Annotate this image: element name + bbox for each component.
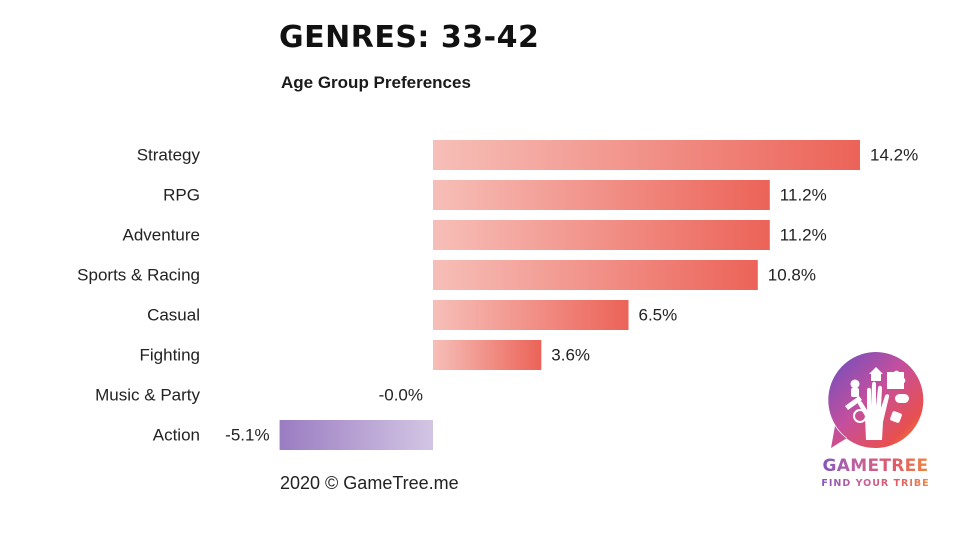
gametree-logo: GAMETREE FIND YOUR TRIBE xyxy=(818,350,933,495)
value-label-music-and-party: -0.0% xyxy=(379,386,423,405)
value-label-adventure: 11.2% xyxy=(780,226,827,245)
category-label-music-and-party: Music & Party xyxy=(95,386,200,405)
bar-casual xyxy=(433,300,629,330)
bars-group: Strategy 14.2% RPG 11.2% Adventure 11.2% Sport… xyxy=(77,140,918,450)
category-label-action: Action xyxy=(153,426,200,445)
category-label-sports-and-racing: Sports & Racing xyxy=(77,266,200,285)
bar-strategy xyxy=(433,140,860,170)
chart-title: GENRES: 33-42 xyxy=(279,20,540,55)
category-label-adventure: Adventure xyxy=(123,226,201,245)
value-label-rpg: 11.2% xyxy=(780,186,827,205)
category-label-casual: Casual xyxy=(147,306,200,325)
logo-wordmark: GAMETREE xyxy=(818,456,933,476)
bar-adventure xyxy=(433,220,770,250)
chart-subtitle: Age Group Preferences xyxy=(281,73,471,92)
copyright-footer: 2020 © GameTree.me xyxy=(280,473,459,493)
value-label-sports-and-racing: 10.8% xyxy=(768,266,816,285)
value-label-strategy: 14.2% xyxy=(870,146,918,165)
category-label-strategy: Strategy xyxy=(137,146,201,165)
category-label-rpg: RPG xyxy=(163,186,200,205)
value-label-casual: 6.5% xyxy=(639,306,678,325)
bar-sports-and-racing xyxy=(433,260,758,290)
bar-fighting xyxy=(433,340,542,370)
category-label-fighting: Fighting xyxy=(140,346,200,365)
value-label-action: -5.1% xyxy=(225,426,269,445)
bar-rpg xyxy=(433,180,770,210)
value-label-fighting: 3.6% xyxy=(551,346,590,365)
gametree-hand-tree-icon xyxy=(828,351,924,448)
logo-tagline: FIND YOUR TRIBE xyxy=(818,478,933,489)
bar-action xyxy=(279,420,433,450)
